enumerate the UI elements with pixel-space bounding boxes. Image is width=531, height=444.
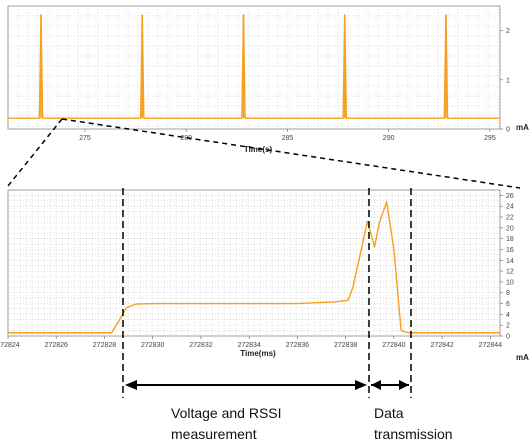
y-tick-label: 0 — [506, 127, 510, 134]
y-tick-label: 14 — [506, 258, 514, 265]
x-axis-title-detail: Time(ms) — [240, 349, 276, 358]
x-tick-label: 272834 — [237, 342, 260, 349]
chart-detail: 272824 272826 272828 272830 272832 272834 2728… — [0, 189, 529, 362]
x-tick-label: 272838 — [334, 342, 357, 349]
x-tick-label: 272828 — [93, 342, 116, 349]
y-tick-label: 26 — [506, 193, 514, 200]
unit-label-detail: mA — [516, 353, 529, 362]
x-tick-label: 272836 — [286, 342, 309, 349]
y-tick-label: 4 — [506, 312, 510, 319]
plot-area-overview — [7, 5, 501, 130]
x-axis-title-overview: Time(s) — [244, 145, 273, 154]
y-tick-label: 0 — [506, 334, 510, 341]
y-tick-label: 16 — [506, 247, 514, 254]
x-tick-label: 272844 — [479, 342, 502, 349]
current-trace — [8, 201, 500, 334]
y-ticks-overview: 0 1 2 — [500, 28, 510, 134]
grid-detail — [8, 190, 500, 337]
series-detail — [8, 201, 500, 334]
label-transmission-line2: transmission — [374, 426, 453, 442]
y-tick-label: 12 — [506, 269, 514, 276]
x-tick-label: 272842 — [430, 342, 453, 349]
y-tick-label: 22 — [506, 215, 514, 222]
y-tick-label: 24 — [506, 204, 514, 211]
x-tick-label: 290 — [383, 135, 395, 142]
y-tick-label: 8 — [506, 290, 510, 297]
y-tick-label: 10 — [506, 279, 514, 286]
x-tick-label: 272832 — [189, 342, 212, 349]
x-tick-label: 295 — [484, 135, 496, 142]
x-ticks-detail: 272824 272826 272828 272830 272832 272834 2728… — [0, 336, 502, 349]
arrow-measurement-span — [125, 380, 367, 390]
label-measurement-line2: measurement — [171, 426, 257, 442]
x-tick-label: 272826 — [45, 342, 68, 349]
x-tick-label: 275 — [79, 135, 91, 142]
x-tick-label: 272830 — [141, 342, 164, 349]
y-tick-label: 18 — [506, 236, 514, 243]
x-tick-label: 272840 — [382, 342, 405, 349]
grid-overview — [8, 6, 500, 129]
arrow-transmission-span — [371, 380, 409, 390]
y-tick-label: 20 — [506, 225, 514, 232]
y-tick-label: 1 — [506, 77, 510, 84]
label-measurement-line1: Voltage and RSSI — [171, 405, 282, 421]
series-overview — [8, 14, 500, 119]
y-tick-label: 6 — [506, 301, 510, 308]
y-tick-label: 2 — [506, 28, 510, 35]
x-tick-label: 285 — [282, 135, 294, 142]
unit-label-overview: mA — [516, 123, 529, 132]
x-tick-label: 280 — [180, 135, 192, 142]
x-tick-label: 272824 — [0, 342, 20, 349]
x-ticks-overview: 275 280 285 290 295 — [79, 129, 496, 142]
chart-overview: 275 280 285 290 295 0 1 2 Time(s) mA — [7, 5, 529, 154]
y-tick-label: 2 — [506, 323, 510, 330]
label-transmission-line1: Data — [374, 405, 404, 421]
